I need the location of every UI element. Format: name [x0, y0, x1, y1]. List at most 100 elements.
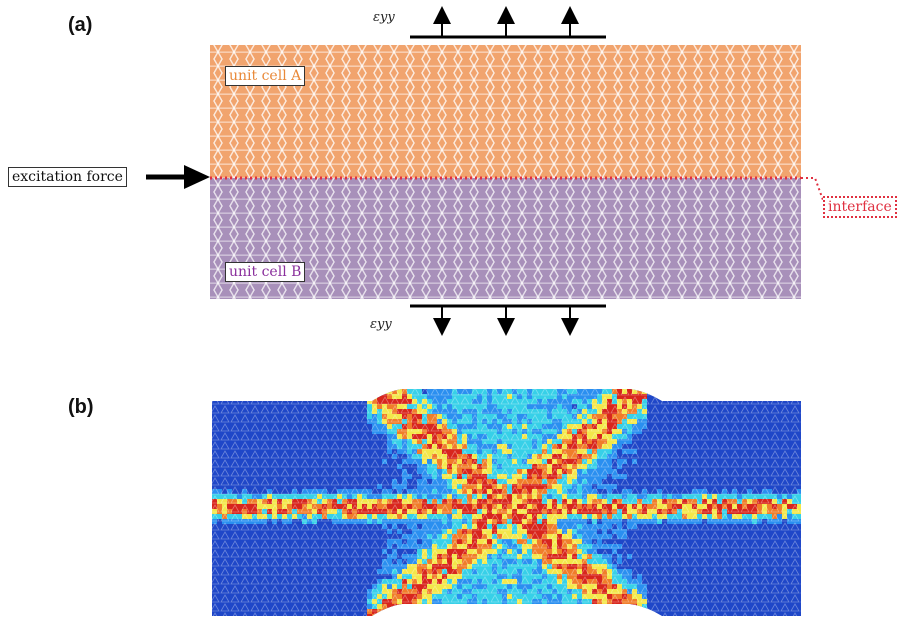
field-cell: [532, 614, 537, 616]
field-cell: [507, 614, 512, 616]
field-cell: [427, 609, 432, 614]
unit-cell-b-label: unit cell B: [225, 262, 306, 282]
field-cell: [627, 604, 632, 609]
field-cell: [487, 614, 492, 616]
field-cell: [447, 604, 452, 609]
field-cell: [607, 609, 612, 614]
field-cell: [422, 604, 427, 609]
field-cell: [632, 614, 637, 616]
field-cell: [562, 609, 567, 614]
field-cell: [527, 609, 532, 614]
field-cell: [587, 609, 592, 614]
field-cell: [422, 614, 427, 616]
strain-label-bottom: εyy: [370, 317, 392, 332]
field-cell: [382, 389, 387, 394]
field-cell: [407, 609, 412, 614]
field-cell: [482, 614, 487, 616]
field-cell: [397, 614, 402, 616]
unit-cell-a-region: [210, 45, 801, 178]
field-cell: [487, 609, 492, 614]
field-cell: [557, 609, 562, 614]
field-cell: [417, 614, 422, 616]
strain-bottom-arrows: [433, 306, 579, 336]
field-cell: [552, 609, 557, 614]
field-cell: [577, 609, 582, 614]
field-cell: [582, 609, 587, 614]
field-cell: [372, 394, 377, 399]
field-cell: [367, 394, 372, 399]
field-cell: [472, 614, 477, 616]
field-cell: [432, 604, 437, 609]
excitation-force-label: excitation force: [8, 167, 127, 187]
field-cell: [542, 614, 547, 616]
field-cell: [487, 604, 492, 609]
field-cell: [477, 609, 482, 614]
field-cell: [442, 604, 447, 609]
field-cell: [642, 609, 647, 614]
field-cell: [427, 614, 432, 616]
field-cell: [522, 604, 527, 609]
field-cell: [462, 614, 467, 616]
field-cell: [407, 614, 412, 616]
field-cell: [367, 389, 372, 394]
field-cell: [387, 614, 392, 616]
field-cell: [562, 604, 567, 609]
field-cell: [537, 609, 542, 614]
field-cell: [627, 609, 632, 614]
field-cell: [582, 614, 587, 616]
field-cell: [537, 614, 542, 616]
field-cell: [642, 614, 647, 616]
field-cell: [557, 604, 562, 609]
field-cell: [472, 604, 477, 609]
field-cell: [552, 604, 557, 609]
field-cell: [637, 614, 642, 616]
field-cell: [617, 609, 622, 614]
field-cell: [457, 614, 462, 616]
unit-cell-b-region: [210, 178, 801, 299]
field-cell: [612, 604, 617, 609]
field-cell: [607, 614, 612, 616]
field-cell: [522, 609, 527, 614]
field-cell: [397, 609, 402, 614]
field-cell: [402, 609, 407, 614]
field-cell: [597, 604, 602, 609]
field-cell: [442, 614, 447, 616]
field-cell: [547, 614, 552, 616]
field-cell: [417, 609, 422, 614]
field-cell: [587, 614, 592, 616]
field-cell: [497, 614, 502, 616]
field-cell: [597, 609, 602, 614]
field-cell: [592, 614, 597, 616]
field-cell: [507, 609, 512, 614]
field-cell: [552, 614, 557, 616]
field-cell: [472, 609, 477, 614]
field-cell: [387, 609, 392, 614]
interface-label: interface: [823, 196, 897, 218]
field-cell: [372, 389, 377, 394]
field-cell: [597, 614, 602, 616]
strain-label-top: εyy: [373, 10, 395, 25]
field-cell: [512, 604, 517, 609]
field-cell: [532, 609, 537, 614]
field-cell: [512, 609, 517, 614]
field-cell: [567, 609, 572, 614]
field-cell: [477, 614, 482, 616]
field-cell: [492, 609, 497, 614]
field-cell: [592, 604, 597, 609]
field-cell: [402, 604, 407, 609]
field-cell: [382, 614, 387, 616]
field-cell: [622, 609, 627, 614]
field-cell: [482, 609, 487, 614]
field-cell: [537, 604, 542, 609]
field-cell: [442, 609, 447, 614]
field-cell: [447, 614, 452, 616]
field-cell: [412, 609, 417, 614]
field-cell: [517, 609, 522, 614]
field-cell: [542, 609, 547, 614]
field-cell: [542, 604, 547, 609]
field-cell: [572, 614, 577, 616]
field-cell: [462, 609, 467, 614]
field-cell: [457, 604, 462, 609]
field-cell: [452, 614, 457, 616]
